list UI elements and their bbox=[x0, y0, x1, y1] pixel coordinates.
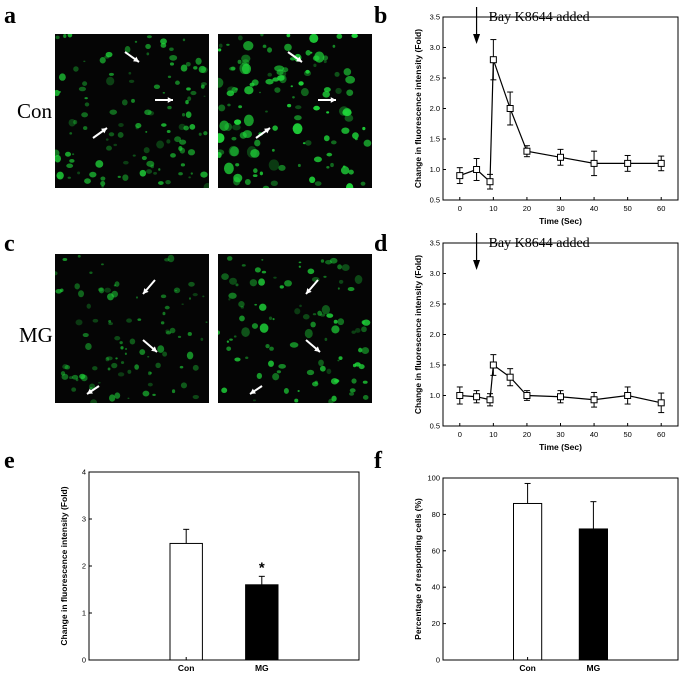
line-chart-b: 0.5 1.0 1.5 2.0 2.5 3.0 3.5 0 10 20 30 40 50 60 Time (… bbox=[413, 7, 679, 226]
data-point bbox=[506, 373, 514, 381]
data-point bbox=[486, 178, 494, 186]
x-axis-title: Time (Sec) bbox=[539, 442, 582, 452]
x-tick-label: Con bbox=[519, 663, 536, 673]
y-tick-label: 0 bbox=[82, 656, 86, 665]
micrograph-mg-before bbox=[55, 254, 209, 403]
bar-con bbox=[169, 542, 203, 661]
y-tick-label: 1.5 bbox=[430, 361, 440, 370]
y-axis-title: Change in fluorescence intensity (Fold) bbox=[59, 486, 69, 645]
bar-mg bbox=[245, 584, 279, 661]
y-tick-label: 2.0 bbox=[430, 330, 440, 339]
y-tick-label: 3.5 bbox=[430, 239, 440, 248]
y-axis-title: Change in fluorescence intensity (Fold) bbox=[413, 29, 423, 188]
significance-mark: * bbox=[259, 559, 265, 576]
series-line bbox=[459, 363, 662, 404]
y-tick-label: 100 bbox=[427, 474, 440, 483]
y-tick-label: 3.0 bbox=[430, 43, 440, 52]
row-label-mg: MG bbox=[19, 323, 53, 347]
y-tick-label: 3.0 bbox=[430, 269, 440, 278]
annotation-arrowhead bbox=[473, 34, 481, 44]
micrograph-mg-after bbox=[218, 254, 372, 403]
y-tick-label: 4 bbox=[82, 468, 86, 477]
data-point bbox=[624, 159, 632, 167]
y-tick-label: 2.5 bbox=[430, 300, 440, 309]
x-tick-label: 10 bbox=[489, 430, 497, 439]
y-tick-label: 1.5 bbox=[430, 135, 440, 144]
data-point bbox=[489, 56, 497, 64]
panel-letter-c: c bbox=[4, 231, 15, 257]
data-point bbox=[590, 159, 598, 167]
x-tick-label: 60 bbox=[657, 204, 665, 213]
data-point bbox=[590, 396, 598, 404]
y-tick-label: 60 bbox=[432, 546, 440, 555]
y-tick-label: 20 bbox=[432, 619, 440, 628]
x-tick-label: 20 bbox=[523, 430, 531, 439]
bar-con bbox=[513, 502, 543, 661]
y-axis-title: Change in fluorescence intensity (Fold) bbox=[413, 255, 423, 414]
x-tick-label: 60 bbox=[657, 430, 665, 439]
x-tick-label: Con bbox=[178, 663, 195, 673]
bar-chart-e: 0 1 2 3 4 Change in fluorescence intensity (F… bbox=[59, 468, 360, 673]
y-tick-label: 0.5 bbox=[430, 422, 440, 431]
plot-frame bbox=[88, 471, 360, 661]
x-tick-label: 10 bbox=[489, 204, 497, 213]
data-point bbox=[473, 166, 481, 173]
panel-letter-b: b bbox=[374, 3, 388, 29]
y-tick-label: 80 bbox=[432, 510, 440, 519]
y-tick-label: 0.5 bbox=[430, 196, 440, 205]
x-tick-label: 20 bbox=[523, 204, 531, 213]
x-axis-title: Time (Sec) bbox=[539, 216, 582, 226]
plot-frame bbox=[442, 477, 679, 661]
row-label-con: Con bbox=[17, 99, 53, 123]
y-tick-label: 40 bbox=[432, 583, 440, 592]
data-point bbox=[456, 392, 464, 399]
data-point bbox=[523, 147, 531, 155]
panel-letter-f: f bbox=[374, 448, 382, 474]
line-chart-d: 0.5 1.0 1.5 2.0 2.5 3.0 3.5 0 10 20 30 40 50 60 Time (… bbox=[413, 233, 679, 452]
x-tick-label: 40 bbox=[590, 204, 598, 213]
y-tick-label: 1.0 bbox=[430, 391, 440, 400]
x-tick-label: MG bbox=[587, 663, 601, 673]
data-point bbox=[456, 172, 464, 180]
data-point bbox=[624, 392, 632, 399]
x-tick-label: 30 bbox=[556, 204, 564, 213]
annotation-arrowhead bbox=[473, 260, 481, 270]
x-tick-label: 50 bbox=[623, 204, 631, 213]
y-tick-label: 0 bbox=[436, 656, 440, 665]
series-line bbox=[459, 59, 662, 184]
y-tick-label: 1 bbox=[82, 609, 86, 618]
y-tick-label: 3 bbox=[82, 515, 86, 524]
x-tick-label: 50 bbox=[623, 430, 631, 439]
data-point bbox=[506, 105, 514, 112]
y-tick-label: 3.5 bbox=[430, 13, 440, 22]
data-point bbox=[489, 361, 497, 369]
y-tick-label: 2.5 bbox=[430, 74, 440, 83]
data-point bbox=[657, 159, 665, 167]
panel-letter-a: a bbox=[4, 3, 16, 29]
y-tick-label: 2.0 bbox=[430, 104, 440, 113]
bar-chart-f: 0 20 40 60 80 100 Percentage of responding cel… bbox=[413, 474, 679, 673]
data-point bbox=[657, 399, 665, 407]
panel-letter-e: e bbox=[4, 448, 15, 474]
data-point bbox=[523, 392, 531, 399]
annotation-label: Bay K8644 added bbox=[489, 236, 590, 251]
x-tick-label: 0 bbox=[458, 430, 462, 439]
y-tick-label: 1.0 bbox=[430, 165, 440, 174]
y-axis-title: Percentage of responding cells (%) bbox=[413, 498, 423, 640]
data-point bbox=[557, 153, 564, 161]
micrograph-con-before bbox=[55, 34, 209, 188]
x-tick-label: 30 bbox=[556, 430, 564, 439]
micrograph-con-after bbox=[218, 34, 372, 188]
data-point bbox=[557, 393, 564, 401]
y-tick-label: 2 bbox=[82, 562, 86, 571]
data-point bbox=[486, 396, 494, 404]
x-tick-label: MG bbox=[255, 663, 269, 673]
bar-mg bbox=[578, 528, 608, 661]
panel-letter-d: d bbox=[374, 231, 388, 257]
x-tick-label: 40 bbox=[590, 430, 598, 439]
x-tick-label: 0 bbox=[458, 204, 462, 213]
data-point bbox=[473, 393, 481, 401]
annotation-label: Bay K8644 added bbox=[489, 10, 590, 25]
